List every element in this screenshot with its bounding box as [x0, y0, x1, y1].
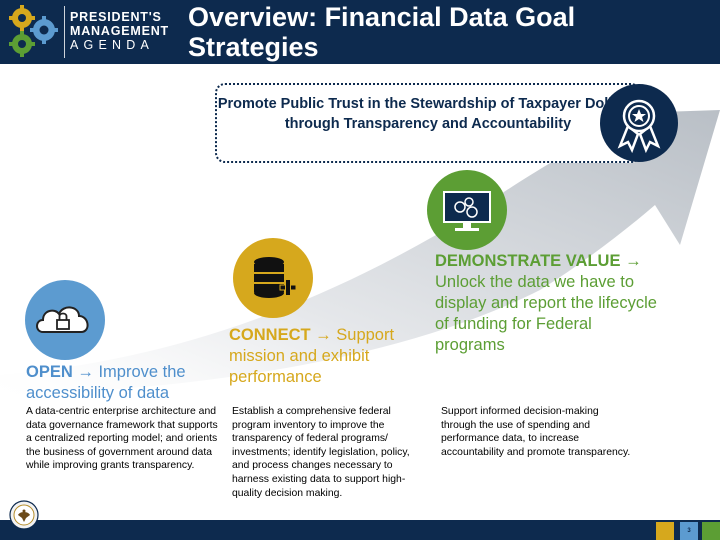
stage-open-keyword: OPEN: [26, 363, 73, 381]
stage-demonstrate-heading: DEMONSTRATE VALUE → Unlock the data we h…: [435, 251, 665, 356]
stage-demonstrate-keyword: DEMONSTRATE VALUE: [435, 252, 621, 270]
page-title: Overview: Financial Data Goal Strategies: [188, 2, 576, 62]
database-circle: [233, 238, 313, 318]
footer-square-green: [702, 522, 720, 540]
progress-arrow-graphic: [0, 110, 720, 395]
goal-text: Promote Public Trust in the Stewardship …: [217, 96, 639, 132]
stage-open-heading: OPEN → Improve the accessibility of data: [26, 362, 226, 404]
database-plus-icon: [254, 257, 297, 298]
cloud-circle: [25, 280, 105, 360]
stage-demonstrate-description: Support informed decision-making through…: [441, 406, 631, 458]
logo-line1: PRESIDENT'S: [70, 10, 162, 24]
stage-open-description: A data-centric enterprise architecture a…: [26, 406, 218, 472]
goal-box: Promote Public Trust in the Stewardship …: [215, 83, 641, 163]
stage-connect-arrow: →: [310, 326, 337, 344]
logo-line3: AGENDA: [70, 38, 154, 52]
gears-icon: [9, 5, 58, 57]
stage-connect-heading: CONNECT → Support mission and exhibit pe…: [229, 325, 429, 388]
page-number: 3: [680, 522, 698, 540]
header-bar: PRESIDENT'S MANAGEMENT AGENDA Overview: …: [0, 0, 720, 64]
stage-open-text: Improve the accessibility of data: [26, 363, 186, 402]
footer-square-gold: [656, 522, 674, 540]
stage-open-arrow: →: [72, 363, 99, 381]
presidential-seal-icon: [9, 500, 39, 530]
stage-demonstrate-arrow: →: [620, 252, 642, 270]
stage-connect-keyword: CONNECT: [229, 326, 311, 344]
monitor-circle: [427, 170, 507, 250]
award-circle: [600, 84, 678, 162]
cloud-lock-icon: [36, 306, 89, 333]
stage-connect-description: Establish a comprehensive federal progra…: [232, 406, 410, 499]
monitor-gears-icon: [443, 191, 491, 231]
footer-bar: [0, 520, 720, 540]
award-ribbon-icon: [617, 99, 661, 154]
stage-connect-text: Support mission and exhibit performance: [229, 326, 395, 386]
stage-demonstrate-text: Unlock the data we have to display and r…: [435, 273, 657, 354]
logo-line2: MANAGEMENT: [70, 24, 169, 38]
logo-divider: [64, 6, 65, 58]
